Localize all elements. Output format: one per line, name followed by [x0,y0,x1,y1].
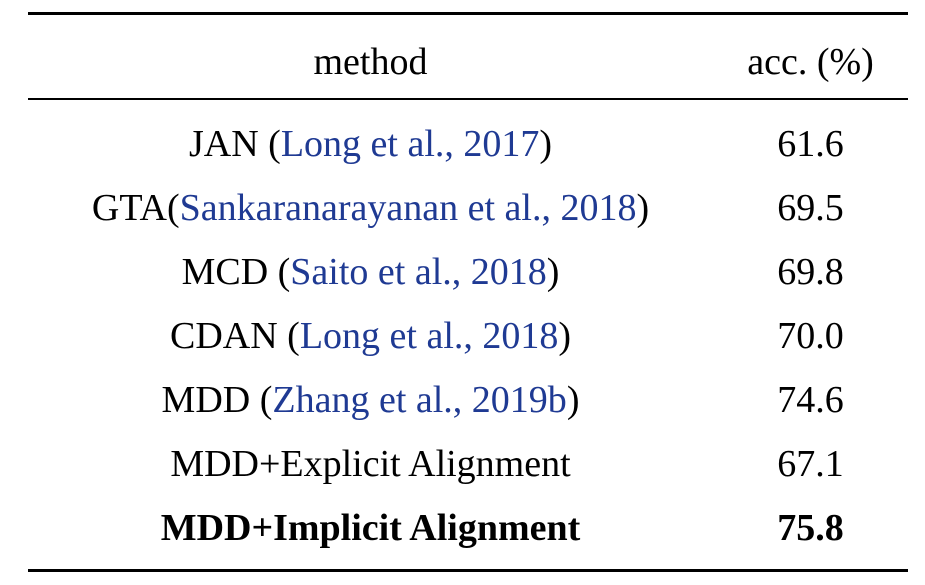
acc-cell: 61.6 [777,123,844,165]
table-row: MCD (Saito et al., 2018) 69.8 [28,242,908,302]
citation-link[interactable]: Long et al., 2017 [280,123,540,165]
table-row: JAN (Long et al., 2017) 61.6 [28,114,908,174]
acc-cell: 67.1 [777,443,844,485]
method-cell: MDD+Implicit Alignment [28,498,713,558]
table-row: GTA(Sankaranarayanan et al., 2018) 69.5 [28,178,908,238]
method-cell: JAN (Long et al., 2017) [28,114,713,174]
bottom-rule [28,569,908,572]
acc-cell: 74.6 [777,379,844,421]
cite-open: ( [250,379,273,421]
method-name: MDD+Explicit Alignment [170,443,571,485]
method-cell: CDAN (Long et al., 2018) [28,306,713,366]
top-rule [28,12,908,15]
method-name: MCD [181,251,269,293]
method-cell: MCD (Saito et al., 2018) [28,242,713,302]
cite-close: ) [566,379,580,421]
cite-open: ( [277,315,300,357]
header-acc: acc. (%) [747,41,874,83]
cite-open: ( [166,187,180,229]
cite-close: ) [546,251,560,293]
citation-link[interactable]: Saito et al., 2018 [290,251,547,293]
cite-close: ) [539,123,553,165]
method-cell: MDD+Explicit Alignment [28,434,713,494]
table-row-best: MDD+Implicit Alignment 75.8 [28,498,908,558]
method-name: CDAN [169,315,278,357]
acc-cell: 69.8 [777,251,844,293]
header-row: method acc. (%) [28,32,908,92]
table-row: MDD (Zhang et al., 2019b) 74.6 [28,370,908,430]
cite-close: ) [558,315,572,357]
header-method: method [313,41,428,83]
acc-cell: 69.5 [777,187,844,229]
citation-link[interactable]: Sankaranarayanan et al., 2018 [179,187,637,229]
cite-open: ( [258,123,281,165]
method-name: JAN [188,123,259,165]
header-rule [28,98,908,100]
cite-open: ( [268,251,291,293]
method-cell: MDD (Zhang et al., 2019b) [28,370,713,430]
method-name: MDD+Implicit Alignment [160,507,581,549]
method-name: GTA [91,187,167,229]
method-cell: GTA(Sankaranarayanan et al., 2018) [28,178,713,238]
table-row: MDD+Explicit Alignment 67.1 [28,434,908,494]
cite-close: ) [636,187,650,229]
method-name: MDD [161,379,251,421]
acc-cell: 70.0 [777,315,844,357]
table-row: CDAN (Long et al., 2018) 70.0 [28,306,908,366]
acc-cell: 75.8 [777,507,844,549]
citation-link[interactable]: Zhang et al., 2019b [272,379,567,421]
citation-link[interactable]: Long et al., 2018 [299,315,559,357]
